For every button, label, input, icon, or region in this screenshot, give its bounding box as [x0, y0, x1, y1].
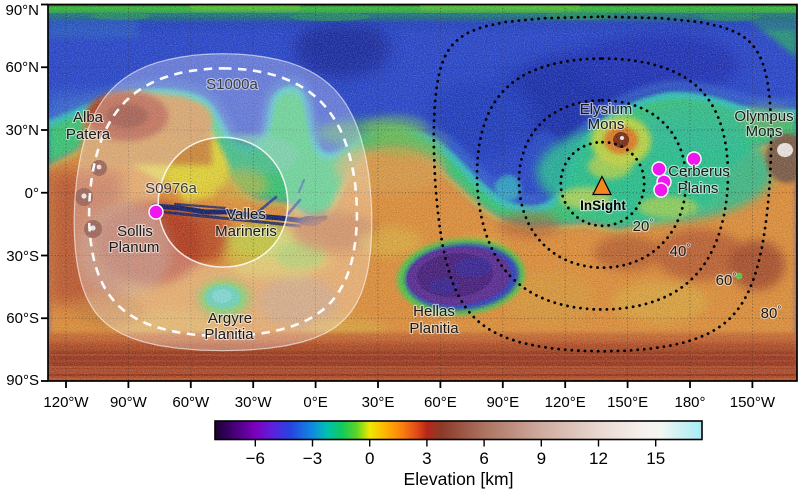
svg-text:Plains: Plains [678, 180, 719, 197]
svg-text:90°S: 90°S [6, 372, 39, 389]
svg-text:6: 6 [479, 449, 488, 468]
svg-text:Patera: Patera [66, 126, 111, 143]
svg-text:S1000a: S1000a [206, 76, 258, 93]
svg-text:90°E: 90°E [486, 394, 519, 411]
svg-text:180°: 180° [674, 394, 705, 411]
svg-text:Valles: Valles [226, 206, 266, 223]
svg-text:Olympus: Olympus [734, 108, 793, 125]
svg-text:Planum: Planum [109, 239, 160, 256]
svg-text:40°: 40° [670, 243, 691, 260]
svg-text:150°E: 150°E [607, 394, 648, 411]
svg-text:Planitia: Planitia [204, 326, 254, 343]
svg-text:15: 15 [646, 449, 665, 468]
svg-text:Argyre: Argyre [208, 310, 252, 327]
svg-text:Sollis: Sollis [117, 223, 153, 240]
svg-text:60°W: 60°W [172, 394, 210, 411]
svg-text:9: 9 [537, 449, 546, 468]
svg-text:Mons: Mons [746, 123, 783, 140]
svg-text:20°: 20° [633, 218, 654, 235]
svg-text:30°S: 30°S [6, 248, 39, 265]
svg-text:60°N: 60°N [5, 59, 39, 76]
svg-text:60°: 60° [716, 272, 737, 289]
svg-text:150°W: 150°W [730, 394, 776, 411]
svg-text:0: 0 [365, 449, 374, 468]
svg-text:Mons: Mons [588, 116, 625, 133]
svg-text:30°E: 30°E [362, 394, 395, 411]
svg-text:InSight: InSight [580, 198, 626, 213]
svg-text:0°: 0° [25, 185, 39, 202]
svg-text:60°S: 60°S [6, 310, 39, 327]
svg-text:90°W: 90°W [110, 394, 148, 411]
svg-text:80°: 80° [761, 305, 782, 322]
svg-text:−3: −3 [303, 449, 322, 468]
svg-text:60°E: 60°E [424, 394, 457, 411]
svg-text:Alba: Alba [73, 109, 104, 126]
svg-text:Planitia: Planitia [409, 320, 459, 337]
svg-text:120°W: 120°W [43, 394, 89, 411]
svg-text:S0976a: S0976a [145, 180, 197, 197]
svg-text:−6: −6 [246, 449, 265, 468]
svg-text:Hellas: Hellas [413, 303, 455, 320]
svg-text:Marineris: Marineris [215, 223, 277, 240]
svg-text:0°E: 0°E [303, 394, 327, 411]
svg-text:3: 3 [422, 449, 431, 468]
svg-text:30°N: 30°N [5, 122, 39, 139]
svg-text:30°W: 30°W [235, 394, 273, 411]
svg-text:Elysium: Elysium [580, 101, 633, 118]
svg-text:90°N: 90°N [5, 2, 39, 19]
svg-text:Elevation [km]: Elevation [km] [404, 469, 514, 489]
svg-text:12: 12 [589, 449, 608, 468]
svg-text:Cerberus: Cerberus [668, 163, 730, 180]
svg-text:120°E: 120°E [545, 394, 586, 411]
